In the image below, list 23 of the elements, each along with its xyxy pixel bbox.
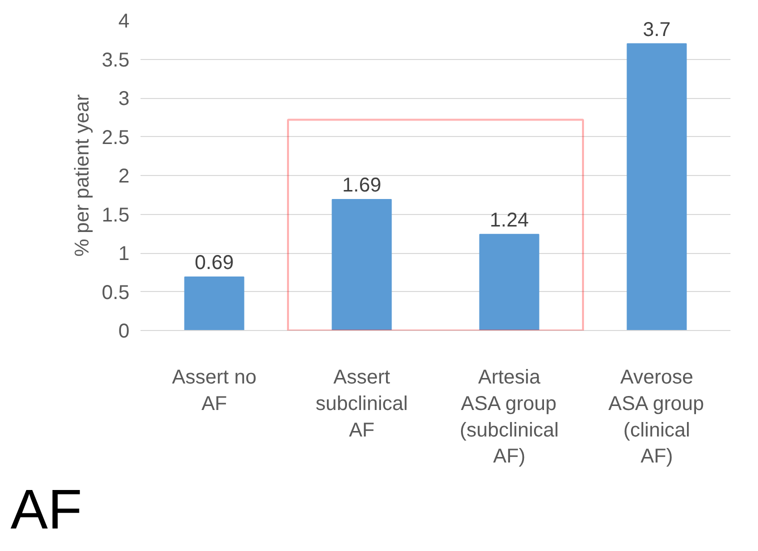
y-tick-label: 2	[118, 166, 130, 188]
y-tick-label: 4	[118, 10, 130, 32]
text: AF	[10, 478, 82, 540]
bar	[332, 199, 392, 330]
y-tick-label: 3.5	[102, 49, 130, 72]
x-tick-label: Assert no AF	[172, 366, 256, 415]
y-axis-title: % per patient year	[72, 94, 94, 257]
x-tick-label: Assert subclinical AF	[316, 366, 408, 442]
data-label: 1.24	[490, 209, 529, 232]
data-label: 0.69	[194, 252, 234, 274]
data-label: 3.7	[642, 18, 671, 41]
bar	[626, 43, 687, 330]
y-tick-label: 0.5	[102, 282, 130, 304]
x-tick-label: Averose ASA group (clinical AF)	[608, 366, 704, 468]
x-tick-label: Artesia ASA group (subclinical AF)	[460, 366, 559, 468]
y-tick-label: 1.5	[102, 204, 130, 226]
data-label: 1.69	[342, 174, 382, 197]
y-tick-label: 0	[118, 320, 130, 342]
y-tick-label: 2.5	[102, 126, 130, 149]
bar	[479, 234, 540, 330]
bar	[184, 276, 244, 330]
y-tick-label: 3	[118, 88, 130, 110]
y-tick-label: 1	[118, 243, 130, 265]
